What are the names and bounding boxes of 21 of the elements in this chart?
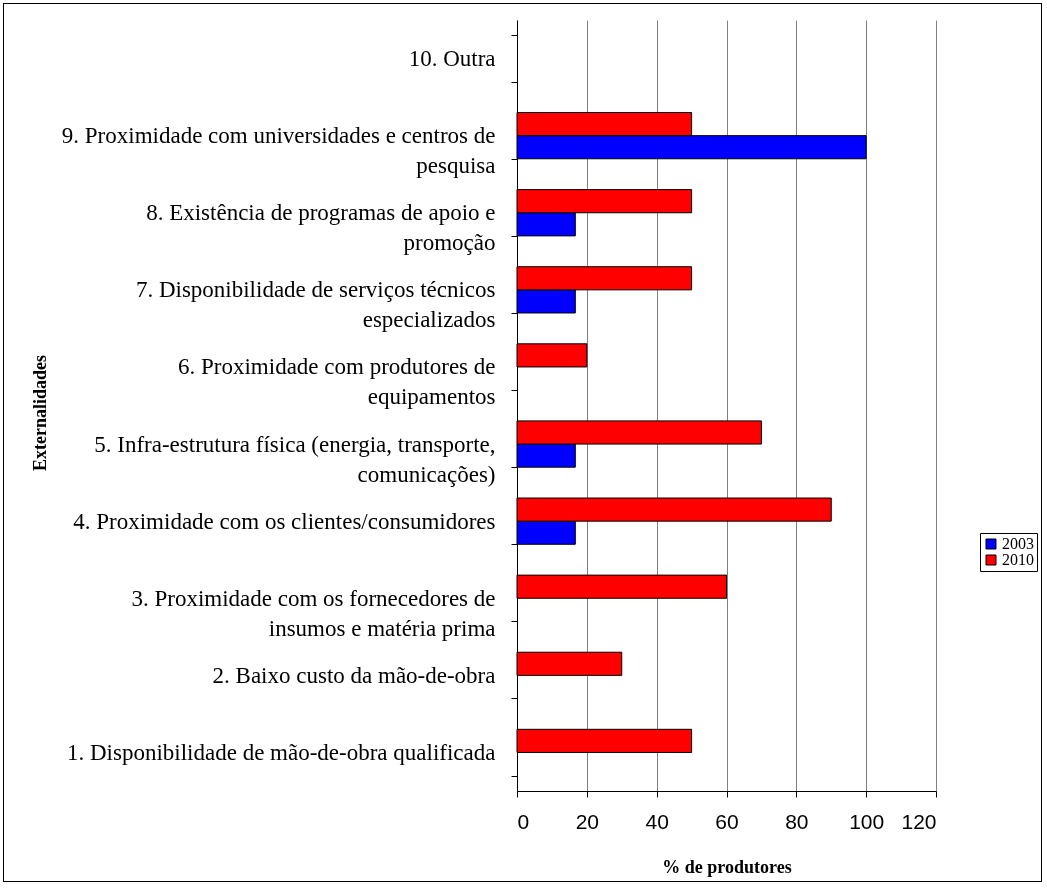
y-tick-label: 8. Existência de programas de apoio e promoção — [146, 200, 496, 256]
y-tick-label: 3. Proximidade com os fornecedores de insumos e matéria prima — [131, 585, 496, 641]
y-tick-label: 4. Proximidade com os clientes/consumidores — [73, 508, 496, 534]
legend-label: 2010 — [1002, 551, 1034, 568]
y-tick-label: 9. Proximidade com universidades e centros de pesquisa — [61, 123, 496, 179]
x-tick-label: 40 — [645, 809, 669, 833]
x-tick-label: 60 — [715, 809, 739, 833]
x-tick-label: 0 — [517, 809, 530, 833]
x-axis-title: % de produtores — [662, 856, 792, 877]
y-tick-label: 6. Proximidade com produtores de equipamentos — [178, 354, 496, 410]
x-tick-label: 120 — [901, 809, 937, 833]
x-tick-label: 20 — [575, 809, 600, 833]
y-tick-label: 5. Infra-estrutura física (energia, transporte, comunicações) — [94, 431, 496, 487]
y-axis-title: Externalidades — [29, 354, 50, 472]
x-tick-label: 100 — [849, 809, 885, 833]
y-tick-label: 7. Disponibilidade de serviços técnicos especializados — [135, 277, 496, 333]
y-tick-label: 2. Baixo custo da mão-de-obra — [212, 662, 496, 688]
x-tick-label: 80 — [785, 809, 809, 833]
legend-label: 2003 — [1002, 535, 1034, 552]
y-tick-label: 1. Disponibilidade de mão-de-obra qualificada — [66, 739, 496, 765]
y-tick-label: 10. Outra — [408, 46, 496, 72]
